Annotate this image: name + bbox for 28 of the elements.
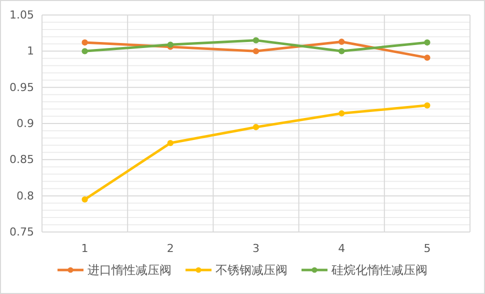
x-tick-label: 4 (338, 242, 346, 255)
x-tick-label: 3 (252, 242, 260, 255)
point (338, 110, 345, 116)
y-tick-label: 0.75 (10, 226, 34, 239)
y-tick-label: 1.05 (10, 8, 34, 22)
y-tick-label: 0.9 (16, 117, 34, 130)
point (338, 48, 345, 54)
y-tick-label: 0.8 (16, 189, 34, 202)
x-tick-label: 5 (424, 242, 431, 255)
point (167, 140, 174, 146)
point (424, 102, 430, 108)
point (82, 48, 88, 54)
y-tick-label: 0.95 (10, 80, 34, 94)
legend-label: 硅烷化惰性减压阀 (330, 263, 428, 278)
x-tick-label: 2 (166, 242, 174, 255)
point (338, 38, 345, 45)
point (82, 196, 88, 203)
point (252, 124, 260, 130)
x-tick-label: 1 (81, 242, 88, 255)
y-tick-label: 0.85 (10, 153, 34, 166)
legend-label: 进口惰性减压阀 (88, 263, 172, 278)
point (252, 48, 260, 54)
point (424, 54, 430, 61)
legend-label: 不锈钢减压阀 (216, 263, 288, 278)
point (252, 37, 260, 44)
point (82, 39, 88, 46)
point (424, 39, 430, 46)
y-tick-label: 1 (27, 44, 34, 58)
